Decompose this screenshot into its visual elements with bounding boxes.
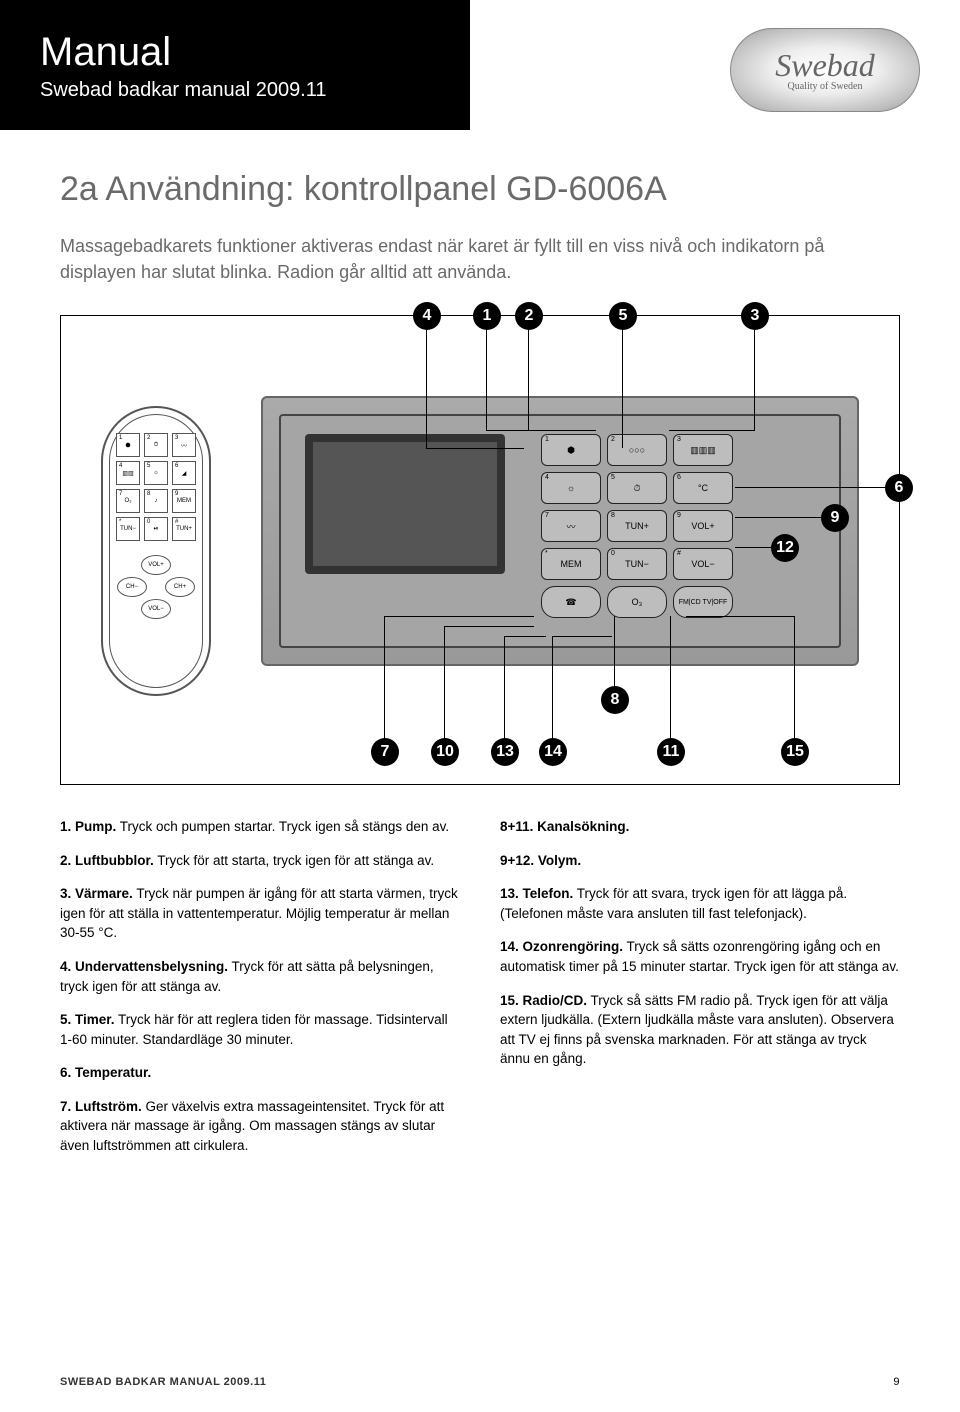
remote-vol-up[interactable]: VOL+ bbox=[141, 555, 171, 575]
description-item: 8+11. Kanalsökning. bbox=[500, 817, 900, 837]
callout-15: 15 bbox=[781, 738, 809, 766]
callout-12: 12 bbox=[771, 534, 799, 562]
panel-button[interactable]: FM|CD TV|OFF bbox=[673, 586, 733, 618]
section-title: 2a Användning: kontrollpanel GD-6006A bbox=[60, 170, 900, 209]
panel-button[interactable]: 5⏱ bbox=[607, 472, 667, 504]
right-column: 8+11. Kanalsökning. 9+12. Volym. 13. Telef… bbox=[500, 817, 900, 1169]
callout-7: 7 bbox=[371, 738, 399, 766]
description-item: 6. Temperatur. bbox=[60, 1063, 460, 1083]
footer-text: SWEBAD BADKAR MANUAL 2009.11 bbox=[60, 1376, 266, 1388]
description-item: 13. Telefon. Tryck för att svara, tryck … bbox=[500, 884, 900, 923]
remote-ch-up[interactable]: CH+ bbox=[165, 577, 195, 597]
description-item: 4. Undervattensbelysning. Tryck för att … bbox=[60, 957, 460, 996]
panel-button[interactable]: 9VOL+ bbox=[673, 510, 733, 542]
doc-title: Manual bbox=[40, 30, 430, 75]
logo-tagline: Quality of Sweden bbox=[788, 81, 863, 92]
remote-button[interactable]: 0⏯ bbox=[144, 517, 168, 541]
section-intro: Massagebadkarets funktioner aktiveras en… bbox=[60, 233, 900, 285]
callout-9: 9 bbox=[821, 504, 849, 532]
callout-6: 6 bbox=[885, 474, 913, 502]
remote-ch-down[interactable]: CH− bbox=[117, 577, 147, 597]
remote-button[interactable]: 6◢ bbox=[172, 461, 196, 485]
page-footer: SWEBAD BADKAR MANUAL 2009.11 9 bbox=[60, 1376, 900, 1388]
panel-button[interactable]: 7〰 bbox=[541, 510, 601, 542]
callout-13: 13 bbox=[491, 738, 519, 766]
panel-button[interactable]: 2○○○ bbox=[607, 434, 667, 466]
description-item: 2. Luftbubblor. Tryck för att starta, tr… bbox=[60, 851, 460, 871]
callout-3: 3 bbox=[741, 302, 769, 330]
remote-button[interactable]: 8♪ bbox=[144, 489, 168, 513]
diagram-frame: 4 1 2 5 3 6 9 12 7 10 13 14 8 11 15 bbox=[60, 315, 900, 785]
callout-8: 8 bbox=[601, 686, 629, 714]
lcd-display bbox=[305, 434, 505, 574]
panel-button[interactable]: 3▥▥▥ bbox=[673, 434, 733, 466]
remote-button[interactable]: 3〰 bbox=[172, 433, 196, 457]
remote-control: 1⬢2⏱3〰4▥▥5☼6◢7O₃8♪9MEM*TUN−0⏯#TUN+ VOL+ … bbox=[101, 406, 211, 696]
panel-button[interactable]: 0TUN− bbox=[607, 548, 667, 580]
panel-button[interactable]: 1⬢ bbox=[541, 434, 601, 466]
description-item: 14. Ozonrengöring. Tryck så sätts ozonre… bbox=[500, 937, 900, 976]
panel-button[interactable]: 8TUN+ bbox=[607, 510, 667, 542]
callout-10: 10 bbox=[431, 738, 459, 766]
logo-brand: Swebad bbox=[775, 49, 875, 81]
page-number: 9 bbox=[893, 1376, 900, 1388]
doc-subtitle: Swebad badkar manual 2009.11 bbox=[40, 79, 430, 102]
remote-button[interactable]: 7O₃ bbox=[116, 489, 140, 513]
left-column: 1. Pump. Tryck och pumpen startar. Tryck… bbox=[60, 817, 460, 1169]
remote-button[interactable]: 5☼ bbox=[144, 461, 168, 485]
description-item: 15. Radio/CD. Tryck så sätts FM radio på… bbox=[500, 991, 900, 1069]
description-item: 7. Luftström. Ger växelvis extra massage… bbox=[60, 1097, 460, 1156]
panel-button[interactable]: #VOL− bbox=[673, 548, 733, 580]
panel-button[interactable]: ☎ bbox=[541, 586, 601, 618]
description-item: 9+12. Volym. bbox=[500, 851, 900, 871]
panel-button[interactable]: 6°C bbox=[673, 472, 733, 504]
remote-button[interactable]: 9MEM bbox=[172, 489, 196, 513]
callout-4: 4 bbox=[413, 302, 441, 330]
panel-button[interactable]: 4☼ bbox=[541, 472, 601, 504]
remote-button[interactable]: 4▥▥ bbox=[116, 461, 140, 485]
callout-11: 11 bbox=[657, 738, 685, 766]
callout-14: 14 bbox=[539, 738, 567, 766]
remote-button[interactable]: *TUN− bbox=[116, 517, 140, 541]
callout-2: 2 bbox=[515, 302, 543, 330]
panel-button[interactable]: *MEM bbox=[541, 548, 601, 580]
callout-5: 5 bbox=[609, 302, 637, 330]
remote-button[interactable]: 2⏱ bbox=[144, 433, 168, 457]
remote-button[interactable]: #TUN+ bbox=[172, 517, 196, 541]
description-item: 5. Timer. Tryck här för att reglera tide… bbox=[60, 1010, 460, 1049]
brand-logo: Swebad Quality of Sweden bbox=[730, 28, 920, 112]
description-item: 1. Pump. Tryck och pumpen startar. Tryck… bbox=[60, 817, 460, 837]
control-panel: 1⬢2○○○3▥▥▥ 4☼5⏱6°C 7〰8TUN+9VOL+ *MEM0TUN−#V… bbox=[261, 396, 859, 666]
description-item: 3. Värmare. Tryck när pumpen är igång fö… bbox=[60, 884, 460, 943]
header-banner: Manual Swebad badkar manual 2009.11 bbox=[0, 0, 470, 130]
remote-button[interactable]: 1⬢ bbox=[116, 433, 140, 457]
description-columns: 1. Pump. Tryck och pumpen startar. Tryck… bbox=[60, 817, 900, 1169]
panel-button[interactable]: O₃ bbox=[607, 586, 667, 618]
callout-1: 1 bbox=[473, 302, 501, 330]
remote-vol-down[interactable]: VOL− bbox=[141, 599, 171, 619]
